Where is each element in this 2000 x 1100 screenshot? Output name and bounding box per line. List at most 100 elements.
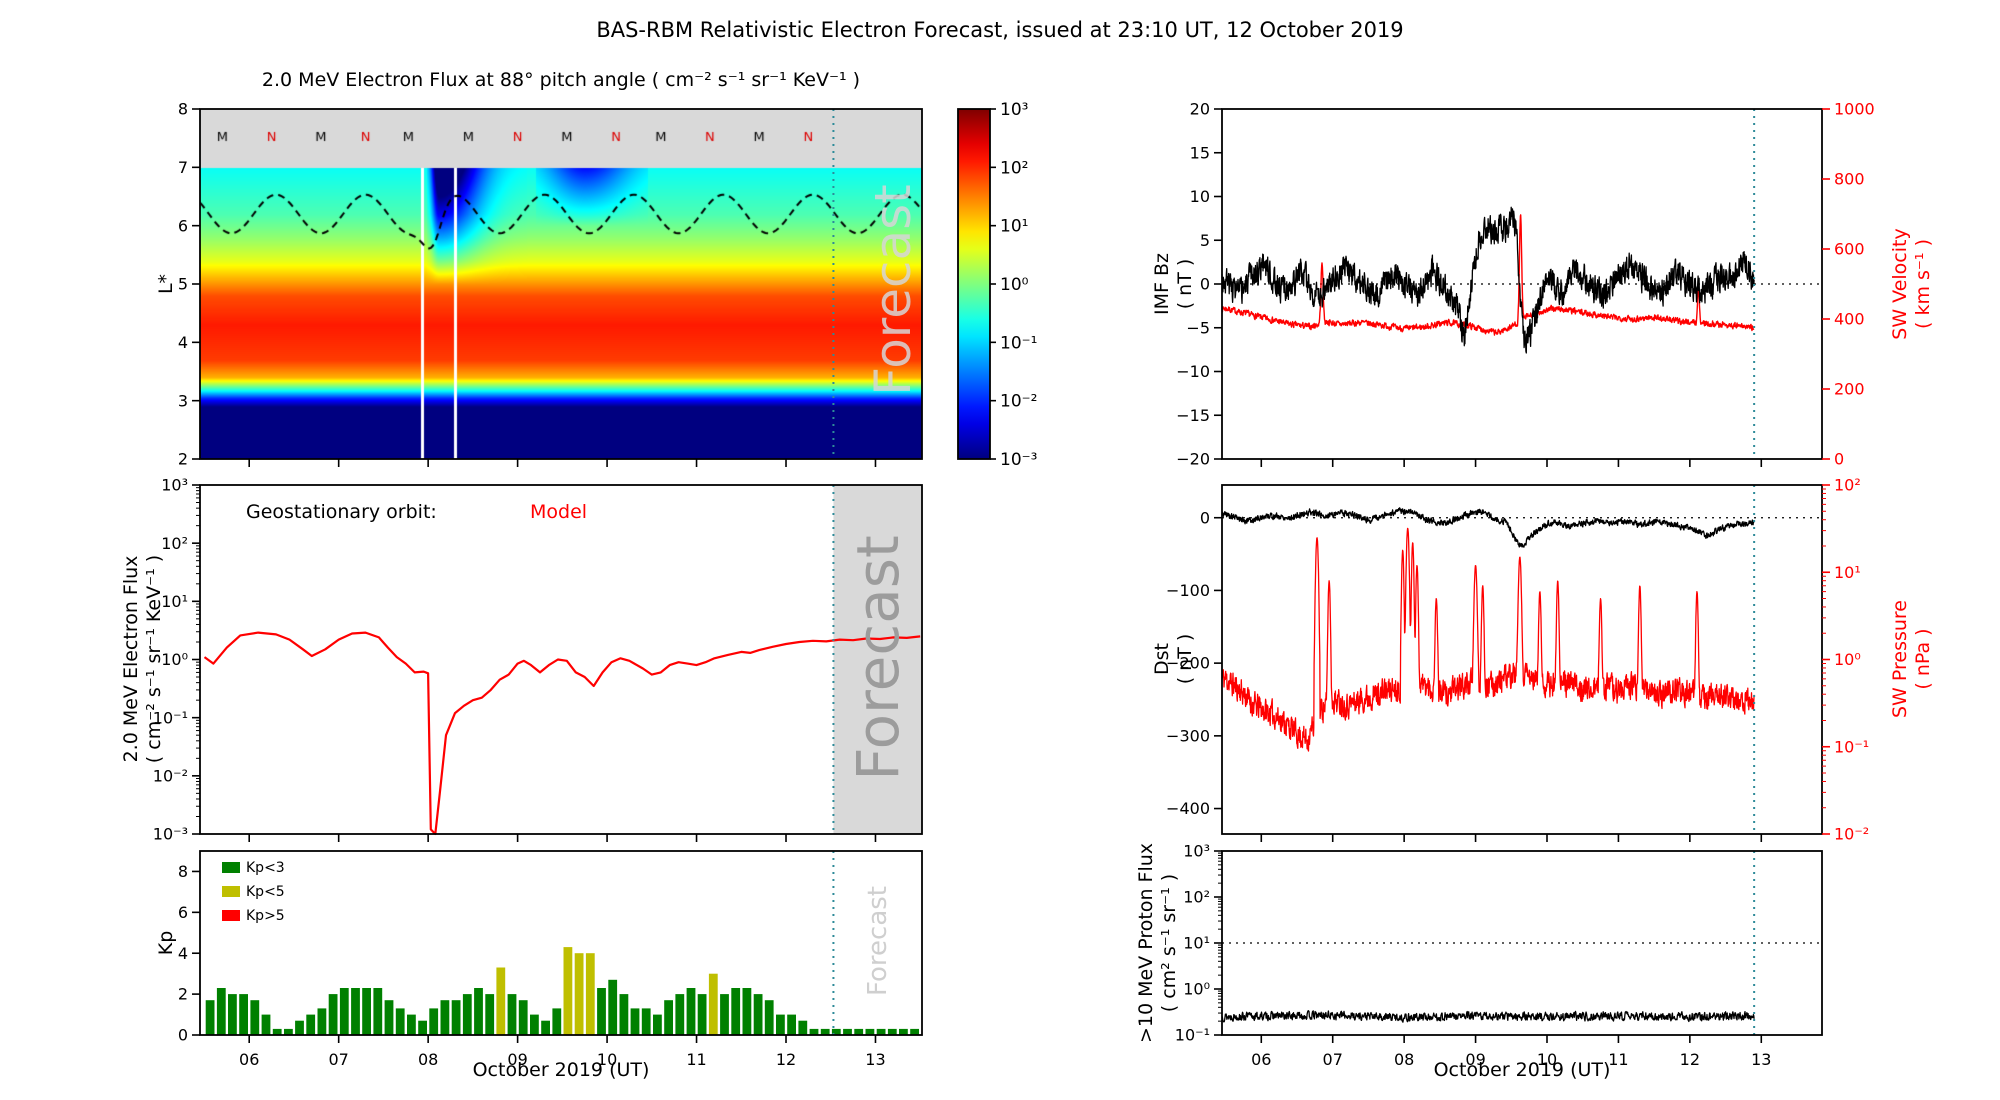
proton-flux-ylabel-line2: ( cm² s⁻¹ sr⁻¹ ) — [1158, 873, 1180, 1013]
tick-label: 10⁻³ — [153, 825, 188, 844]
dst-ylabel-line2: ( nT ) — [1174, 633, 1196, 685]
kp-bar — [865, 1028, 875, 1035]
tick-label: 11 — [686, 1050, 706, 1069]
tick-label: 10² — [1834, 476, 1861, 495]
kp-bar — [585, 953, 595, 1035]
electron-flux-heatmap — [200, 109, 922, 459]
tick-label: −10 — [1176, 362, 1210, 381]
geo-flux-ylabel-line1: 2.0 MeV Electron Flux — [120, 555, 142, 763]
tick-label: 10⁻² — [1834, 825, 1869, 844]
kp-bar — [798, 1020, 808, 1035]
tick-label: 3 — [178, 391, 188, 410]
tick-label: 10¹ — [161, 592, 188, 611]
tick-label: 1000 — [1834, 100, 1875, 119]
tick-label: 800 — [1834, 170, 1865, 189]
imf-bz-ylabel: IMF Bz ( nT ) — [1151, 253, 1197, 315]
dst-ylabel-line1: Dst — [1151, 643, 1173, 675]
tick-label: −300 — [1166, 726, 1210, 745]
tick-label: 15 — [1190, 143, 1210, 162]
kp-bar — [574, 953, 584, 1035]
imf-bz-ylabel-line2: ( nT ) — [1174, 258, 1196, 310]
geo-flux-ylabel: 2.0 MeV Electron Flux ( cm⁻² s⁻¹ sr⁻¹ Ke… — [120, 555, 166, 763]
tick-label: 10⁻² — [153, 766, 188, 785]
tick-label: 06 — [239, 1050, 259, 1069]
tick-label: 07 — [1323, 1050, 1343, 1069]
kp-bar — [317, 1008, 327, 1035]
tick-label: 10⁰ — [1183, 980, 1210, 999]
forecast-watermark-heatmap: Forecast — [864, 184, 922, 396]
tick-label: 10⁰ — [161, 650, 188, 669]
kp-bar — [485, 994, 495, 1035]
sw-velocity-ylabel-line2: ( km s⁻¹ ) — [1912, 239, 1934, 330]
tick-label: 2 — [178, 985, 188, 1004]
kp-bar — [462, 994, 472, 1035]
tick-label: 10³ — [1183, 842, 1210, 861]
tick-label: 10⁻¹ — [1834, 737, 1869, 756]
proton-flux-ylabel: >10 MeV Proton Flux ( cm² s⁻¹ sr⁻¹ ) — [1135, 843, 1181, 1043]
kp-bar — [742, 988, 752, 1035]
kp-panel: 0 2 4 6 8 06 07 08 09 10 11 12 13 — [178, 850, 923, 1069]
kp-bar — [295, 1020, 304, 1035]
tick-label: 10 — [1537, 1050, 1557, 1069]
geo-flux-panel: 10³ 10² 10¹ 10⁰ 10⁻¹ 10⁻² 10⁻³ — [153, 476, 923, 844]
sw-pressure-ylabel-line2: ( nPa ) — [1912, 628, 1934, 690]
kp-bar — [820, 1028, 830, 1035]
kp-bar — [809, 1028, 819, 1035]
tick-label: Kp>5 — [246, 908, 285, 924]
tick-label: −15 — [1176, 406, 1210, 425]
kp-bar — [597, 988, 606, 1035]
tick-label: 20 — [1190, 100, 1210, 119]
tick-label: 13 — [1751, 1050, 1771, 1069]
kp-bar — [496, 967, 506, 1035]
tick-label: 10⁻² — [1000, 392, 1037, 412]
tick-label: 2 — [178, 450, 188, 469]
tick-label: 07 — [328, 1050, 348, 1069]
tick-label: 10³ — [161, 476, 188, 495]
kp-bar — [776, 1014, 785, 1035]
tick-label: 10² — [1000, 158, 1028, 178]
tick-label: 06 — [1251, 1050, 1271, 1069]
page-title: BAS-RBM Relativistic Electron Forecast, … — [596, 18, 1404, 42]
kp-bar — [205, 1000, 215, 1035]
tick-label: Kp<5 — [246, 884, 285, 900]
tick-label: 10¹ — [1834, 563, 1861, 582]
kp-bar — [395, 1008, 405, 1035]
kp-bar — [216, 988, 226, 1035]
tick-label: 10² — [161, 534, 188, 553]
kp-legend: Kp<3 Kp<5 Kp>5 — [222, 860, 285, 924]
kp-bar — [753, 994, 763, 1035]
tick-label: −5 — [1186, 318, 1210, 337]
tick-label: 10⁻³ — [1000, 450, 1037, 470]
tick-label: 10⁻¹ — [1000, 333, 1037, 353]
tick-label: 08 — [418, 1050, 438, 1069]
kp-bar — [630, 1008, 640, 1035]
kp-bar — [854, 1028, 864, 1035]
kp-bar — [720, 994, 729, 1035]
heatmap-ylabel: L* — [155, 273, 177, 295]
kp-bar — [899, 1028, 908, 1035]
tick-label: 8 — [178, 862, 188, 881]
kp-bar — [843, 1028, 852, 1035]
geo-legend-label: Geostationary orbit: — [246, 501, 437, 523]
sw-velocity-ylabel-line1: SW Velocity — [1889, 228, 1911, 340]
tick-label: Kp<3 — [246, 860, 285, 876]
kp-legend-swatch — [222, 862, 240, 873]
tick-label: 4 — [178, 944, 188, 963]
kp-bar — [664, 1000, 673, 1035]
kp-bar — [351, 988, 360, 1035]
tick-label: 10¹ — [1183, 934, 1210, 953]
proton-flux-panel: 10³ 10² 10¹ 10⁰ 10⁻¹ 06 07 08 09 10 11 12 13 — [1175, 842, 1823, 1069]
sw-velocity-ylabel: SW Velocity ( km s⁻¹ ) — [1889, 228, 1935, 339]
tick-label: 8 — [178, 100, 188, 119]
tick-label: 10¹ — [1000, 217, 1028, 237]
kp-bar — [418, 1020, 427, 1035]
kp-bar — [250, 1000, 260, 1035]
tick-label: 7 — [178, 158, 188, 177]
xlabel-right: October 2019 (UT) — [1433, 1059, 1611, 1081]
kp-bar — [641, 1008, 651, 1035]
kp-legend-swatch — [222, 886, 240, 897]
imf-velocity-panel: 20 15 10 5 0 −5 −10 −15 −20 1000 800 600 400 200 0 — [1176, 100, 1874, 469]
tick-label: 11 — [1608, 1050, 1628, 1069]
tick-label: 6 — [178, 216, 188, 235]
